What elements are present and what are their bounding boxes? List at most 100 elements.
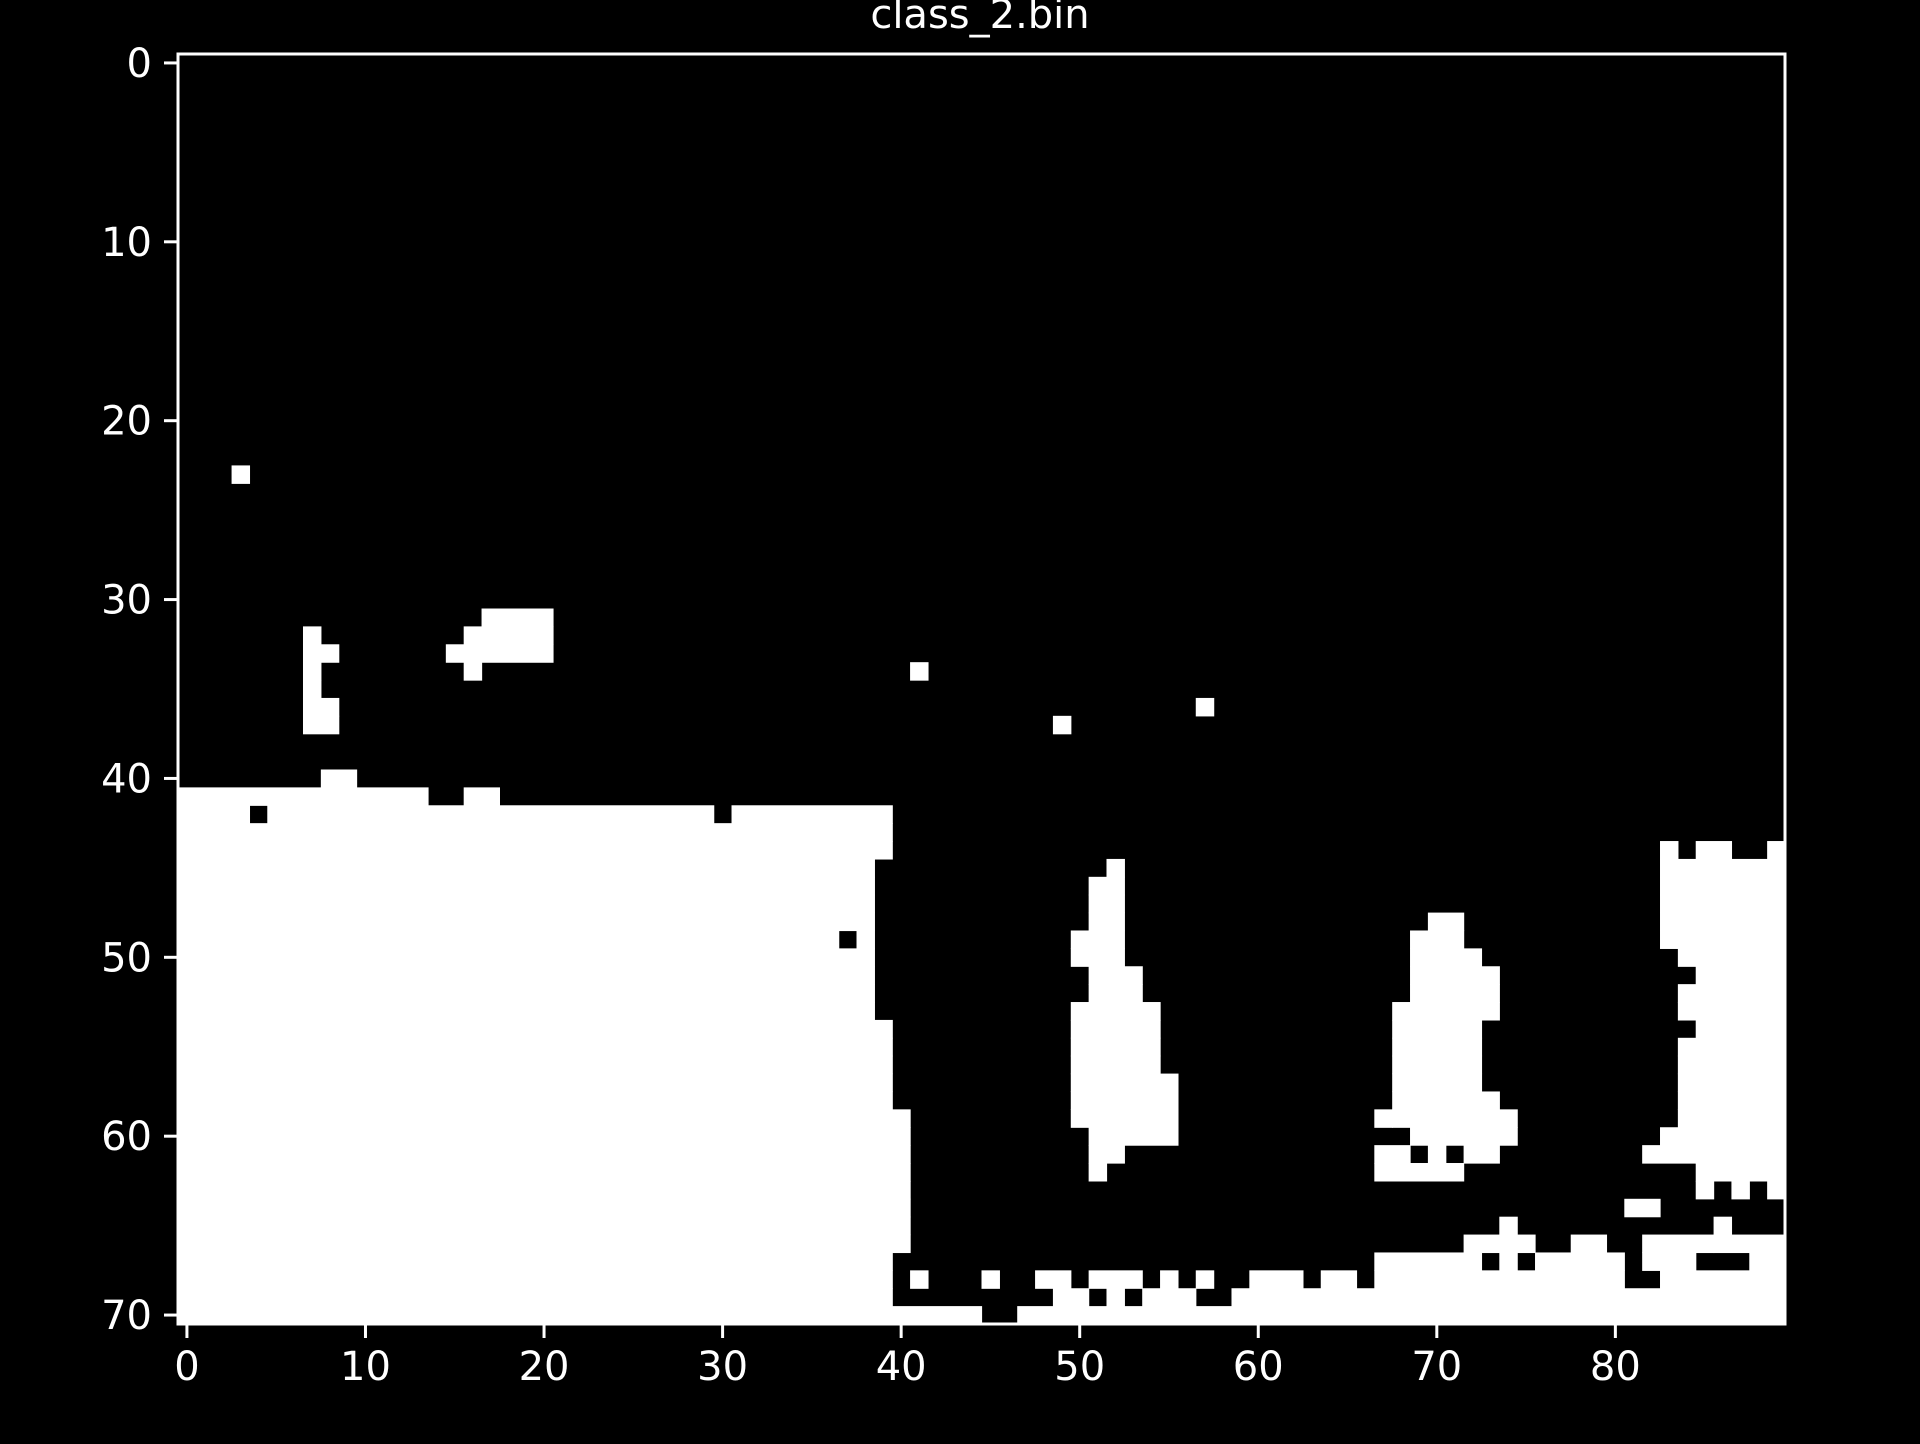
mask-pixel-run <box>1070 1002 1161 1021</box>
mask-pixel-run <box>1052 1288 1090 1307</box>
y-tick-label: 10 <box>101 220 152 266</box>
mask-pixel-run <box>1499 1252 1518 1271</box>
image-layer <box>178 465 1786 1325</box>
mask-pixel-run <box>910 662 929 681</box>
x-tick-label: 40 <box>876 1344 927 1390</box>
mask-pixel-run <box>178 1145 911 1164</box>
mask-pixel-run <box>481 608 554 627</box>
mask-pixel-run <box>856 930 875 949</box>
mask-pixel-run <box>1017 1306 1786 1325</box>
mask-pixel-run <box>1106 1288 1125 1307</box>
mask-pixel-run <box>1642 1252 1697 1271</box>
mask-pixel-run <box>1677 948 1786 967</box>
mask-pixel-run <box>1427 912 1465 932</box>
mask-pixel-run <box>1660 912 1786 932</box>
mask-pixel-run <box>463 626 554 645</box>
mask-pixel-run <box>178 1270 893 1289</box>
mask-pixel-run <box>1695 841 1733 860</box>
x-tick-label: 0 <box>174 1344 199 1390</box>
x-axis: 0 10 20 30 40 50 60 70 80 <box>174 1324 1641 1390</box>
mask-pixel-run <box>178 1252 893 1271</box>
mask-pixel-run <box>1660 858 1786 878</box>
mask-pixel-run <box>1427 1145 1447 1164</box>
mask-pixel-run <box>1677 1091 1786 1110</box>
mask-pixel-run <box>178 1198 911 1218</box>
mask-pixel-run <box>1088 912 1125 932</box>
mask-pixel-run <box>178 966 875 985</box>
mask-pixel-run <box>1035 1270 1072 1289</box>
mask-pixel-run <box>910 1270 929 1289</box>
mask-pixel-run <box>1070 930 1125 949</box>
mask-pixel-run <box>302 697 340 717</box>
y-tick-label: 70 <box>101 1293 152 1339</box>
mask-pixel-run <box>1463 1234 1536 1254</box>
mask-pixel-run <box>178 1216 911 1236</box>
mask-pixel-run <box>1195 1270 1215 1289</box>
mask-pixel-run <box>1677 1055 1786 1075</box>
mask-pixel-run <box>178 1180 911 1200</box>
mask-pixel-run <box>302 662 322 681</box>
mask-pixel-run <box>1088 894 1125 914</box>
y-tick-label: 60 <box>101 1114 152 1160</box>
mask-pixel-run <box>1660 1127 1786 1146</box>
mask-pixel-run <box>1374 1270 1625 1289</box>
y-tick-label: 0 <box>127 41 152 87</box>
mask-pixel-run <box>267 805 715 824</box>
x-tick-label: 30 <box>697 1344 748 1390</box>
mask-pixel-run <box>1642 1234 1715 1254</box>
y-tick-label: 30 <box>101 578 152 624</box>
mask-pixel-run <box>1463 1145 1500 1164</box>
mask-pixel-run <box>1410 1127 1518 1146</box>
chart-title: class_2.bin <box>870 0 1089 38</box>
mask-pixel-run <box>178 787 429 806</box>
mask-pixel-run <box>1070 948 1125 967</box>
mask-pixel-run <box>178 984 875 1003</box>
mask-pixel-run <box>178 1073 893 1093</box>
mask-pixel-run <box>1088 1127 1179 1146</box>
y-axis: 0 10 20 30 40 50 60 70 <box>101 41 178 1339</box>
mask-pixel-run <box>1660 841 1679 860</box>
mask-pixel-run <box>731 805 893 824</box>
mask-pixel-run <box>1106 858 1125 878</box>
mask-pixel-run <box>178 1019 893 1039</box>
mask-pixel-run <box>1160 1270 1179 1289</box>
y-tick-label: 40 <box>101 756 152 802</box>
mask-pixel-run <box>1677 1073 1786 1093</box>
mask-pixel-run <box>178 894 875 914</box>
mask-pixel-run <box>1374 1163 1465 1182</box>
mask-pixel-run <box>1088 876 1125 896</box>
mask-pixel-run <box>1052 715 1072 735</box>
mask-pixel-run <box>1070 1109 1179 1128</box>
mask-pixel-run <box>178 1091 893 1110</box>
mask-pixel-run <box>1695 1180 1715 1200</box>
x-tick-label: 10 <box>340 1344 391 1390</box>
mask-pixel-run <box>1374 1145 1411 1164</box>
mask-pixel-run <box>981 1270 1000 1289</box>
mask-pixel-run <box>302 626 322 645</box>
mask-pixel-run <box>178 1234 911 1254</box>
mask-pixel-run <box>1070 1019 1161 1039</box>
mask-pixel-run <box>1392 1002 1500 1021</box>
y-tick-label: 50 <box>101 935 152 981</box>
x-tick-label: 60 <box>1233 1344 1284 1390</box>
mask-pixel-run <box>1195 697 1215 717</box>
mask-pixel-run <box>178 1288 893 1307</box>
mask-pixel-run <box>1767 1180 1786 1200</box>
mask-pixel-run <box>1695 1145 1786 1164</box>
mask-pixel-run <box>302 644 340 663</box>
mask-pixel-run <box>1660 894 1786 914</box>
mask-pixel-run <box>1088 1145 1125 1164</box>
mask-pixel-run <box>1392 1091 1500 1110</box>
mask-pixel-run <box>178 1306 983 1325</box>
mask-pixel-run <box>1070 1055 1161 1075</box>
mask-pixel-run <box>1677 1109 1786 1128</box>
mask-pixel-run <box>1410 930 1465 949</box>
mask-pixel-run <box>178 1127 911 1146</box>
mask-pixel-run <box>1731 1180 1750 1200</box>
mask-pixel-run <box>178 876 875 896</box>
mask-pixel-run <box>1624 1198 1661 1218</box>
mask-pixel-run <box>1642 1145 1697 1164</box>
mask-pixel-run <box>178 1002 875 1021</box>
